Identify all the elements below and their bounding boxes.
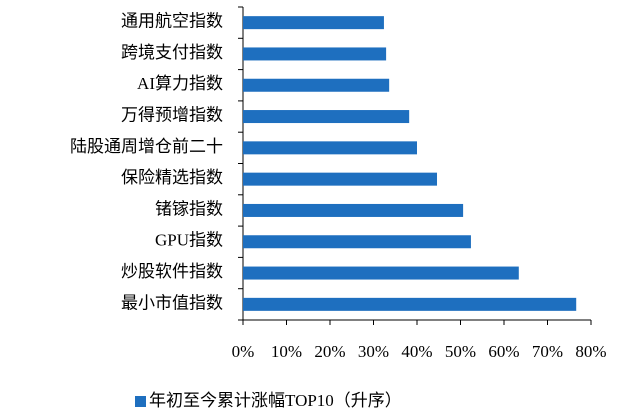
- x-tick-label: 40%: [401, 342, 432, 361]
- bar: [243, 47, 387, 61]
- x-tick-label: 80%: [575, 342, 606, 361]
- legend-label: 年初至今累计涨幅TOP10（升序）: [149, 391, 402, 410]
- bar: [243, 141, 417, 155]
- y-tick-label: 万得预增指数: [121, 105, 223, 124]
- bar: [243, 266, 519, 280]
- y-tick-label: 最小市值指数: [121, 293, 223, 312]
- x-tick-label: 0%: [232, 342, 255, 361]
- legend-marker: [135, 396, 146, 407]
- x-tick-label: 30%: [358, 342, 389, 361]
- bar: [243, 235, 471, 249]
- y-tick-label: GPU指数: [155, 231, 223, 250]
- y-tick-label: 通用航空指数: [121, 12, 223, 31]
- bar: [243, 78, 390, 92]
- y-tick-label: 陆股通周增仓前二十: [70, 137, 223, 156]
- y-tick-label: 保险精选指数: [121, 168, 223, 187]
- x-tick-label: 10%: [271, 342, 302, 361]
- y-tick-label: 炒股软件指数: [121, 262, 223, 281]
- bar: [243, 203, 464, 217]
- x-tick-label: 70%: [532, 342, 563, 361]
- bar: [243, 110, 410, 124]
- bar: [243, 16, 384, 30]
- x-tick-label: 50%: [445, 342, 476, 361]
- y-tick-label: AI算力指数: [137, 74, 223, 93]
- y-tick-label: 锗镓指数: [155, 199, 223, 218]
- y-tick-label: 跨境支付指数: [121, 43, 223, 62]
- x-tick-label: 60%: [488, 342, 519, 361]
- x-tick-label: 20%: [314, 342, 345, 361]
- bar: [243, 172, 438, 186]
- bar: [243, 297, 577, 311]
